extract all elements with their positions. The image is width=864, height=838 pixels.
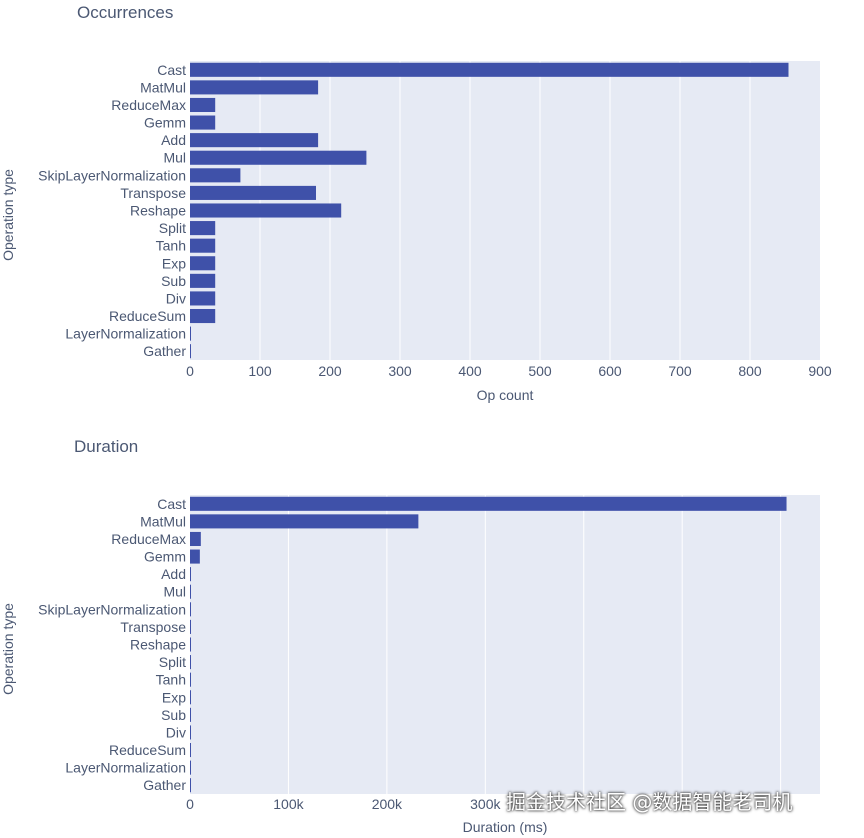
- occurrences-bar: [190, 168, 241, 183]
- occurrences-bar: [190, 203, 342, 218]
- duration-category-label: Exp: [162, 689, 186, 705]
- duration-bar: [190, 531, 201, 547]
- duration-category-label: Transpose: [120, 619, 186, 635]
- duration-category-label: MatMul: [140, 513, 186, 529]
- duration-bar: [190, 602, 191, 617]
- occurrences-category-label: Transpose: [120, 185, 186, 201]
- duration-plot-area: [190, 495, 820, 794]
- occurrences-bar: [190, 308, 216, 324]
- occurrences-y-axis-title: Operation type: [0, 169, 16, 261]
- duration-bar: [190, 672, 191, 687]
- occurrences-category-label: Sub: [161, 273, 186, 289]
- occurrences-category-label: Add: [161, 132, 186, 148]
- occurrences-x-tick-label: 400: [458, 363, 482, 379]
- occurrences-bar: [190, 185, 316, 200]
- occurrences-bar: [190, 62, 789, 77]
- duration-category-label: Div: [166, 724, 186, 740]
- duration-bar: [190, 549, 200, 564]
- occurrences-category-label: ReduceMax: [111, 97, 186, 113]
- duration-category-label: Gather: [143, 777, 186, 793]
- duration-bar: [190, 742, 191, 758]
- duration-bar: [190, 707, 191, 722]
- occurrences-category-label: Reshape: [130, 203, 186, 219]
- duration-category-label: Gemm: [144, 549, 186, 565]
- occurrences-category-label: Tanh: [156, 238, 186, 254]
- duration-category-label: SkipLayerNormalization: [38, 601, 186, 617]
- occurrences-bar: [190, 115, 216, 130]
- occurrences-x-tick-label: 300: [388, 363, 412, 379]
- watermark: 掘金技术社区 @数据智能老司机: [506, 790, 793, 814]
- occurrences-bar: [190, 273, 216, 288]
- duration-bar: [190, 514, 419, 529]
- occurrences-x-tick-label: 0: [186, 363, 194, 379]
- duration-category-label: ReduceMax: [111, 531, 186, 547]
- occurrences-bar: [190, 97, 216, 113]
- duration-category-label: ReduceSum: [109, 742, 186, 758]
- duration-category-label: Cast: [157, 496, 186, 512]
- duration-category-label: LayerNormalization: [65, 760, 186, 776]
- duration-category-label: Mul: [163, 584, 186, 600]
- occurrences-category-label: Gather: [143, 343, 186, 359]
- occurrences-bar: [190, 344, 191, 359]
- duration-category-label: Split: [159, 654, 186, 670]
- duration-x-tick-label: 300k: [470, 796, 501, 812]
- occurrences-category-label: Split: [159, 220, 186, 236]
- duration-bar: [190, 655, 191, 670]
- duration-bar: [190, 690, 191, 705]
- occurrences-x-tick-label: 200: [318, 363, 342, 379]
- occurrences-bar: [190, 256, 216, 271]
- duration-bar: [190, 760, 191, 775]
- duration-bar: [190, 496, 787, 511]
- occurrences-chart-title: Occurrences: [77, 3, 173, 22]
- duration-category-label: Sub: [161, 707, 186, 723]
- duration-bar: [190, 619, 191, 634]
- occurrences-bar: [190, 150, 367, 165]
- duration-x-tick-label: 200k: [372, 796, 403, 812]
- duration-x-tick-label: 100k: [273, 796, 304, 812]
- occurrences-x-tick-label: 900: [808, 363, 832, 379]
- occurrences-x-tick-label: 100: [248, 363, 272, 379]
- occurrences-x-tick-label: 600: [598, 363, 622, 379]
- duration-bar: [190, 584, 191, 599]
- duration-x-axis-title: Duration (ms): [463, 819, 548, 835]
- occurrences-category-label: Div: [166, 290, 186, 306]
- occurrences-category-label: Exp: [162, 255, 186, 271]
- occurrences-x-tick-label: 700: [668, 363, 692, 379]
- occurrences-x-tick-label: 500: [528, 363, 552, 379]
- occurrences-category-label: ReduceSum: [109, 308, 186, 324]
- duration-x-tick-label: 0: [186, 796, 194, 812]
- occurrences-category-label: Cast: [157, 62, 186, 78]
- duration-bar: [190, 725, 191, 740]
- occurrences-bar: [190, 238, 216, 253]
- occurrences-bar: [190, 326, 191, 341]
- occurrences-category-label: SkipLayerNormalization: [38, 167, 186, 183]
- duration-y-axis-title: Operation type: [0, 603, 16, 695]
- occurrences-category-label: Mul: [163, 150, 186, 166]
- duration-bar: [190, 637, 191, 652]
- duration-category-label: Reshape: [130, 637, 186, 653]
- occurrences-category-label: Gemm: [144, 115, 186, 131]
- occurrences-category-label: LayerNormalization: [65, 326, 186, 342]
- occurrences-bar: [190, 80, 319, 95]
- occurrences-bar: [190, 221, 216, 236]
- occurrences-bar: [190, 291, 216, 306]
- occurrences-x-axis-title: Op count: [477, 387, 534, 403]
- duration-bar: [190, 778, 191, 793]
- duration-chart-title: Duration: [74, 437, 138, 456]
- occurrences-category-label: MatMul: [140, 79, 186, 95]
- occurrences-x-tick-label: 800: [738, 363, 762, 379]
- occurrences-bar: [190, 133, 319, 148]
- duration-category-label: Tanh: [156, 672, 186, 688]
- duration-bar: [190, 567, 191, 582]
- duration-category-label: Add: [161, 566, 186, 582]
